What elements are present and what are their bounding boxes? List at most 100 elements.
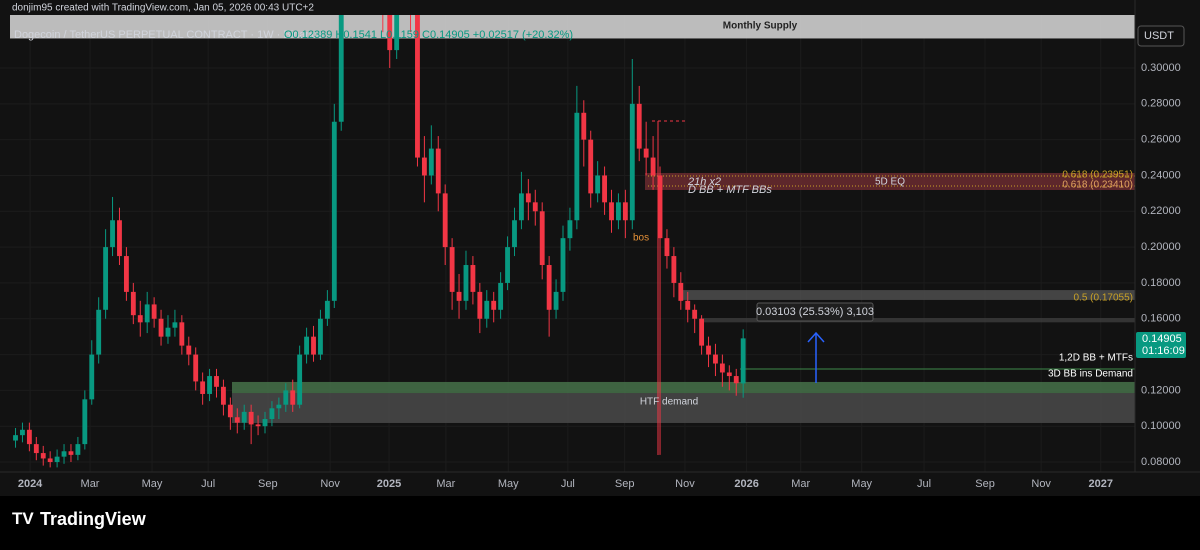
last-price-box bbox=[1136, 332, 1186, 358]
x-tick-label: Nov bbox=[675, 478, 695, 490]
fib-label: 0.618 (0.23951) bbox=[1062, 170, 1133, 181]
candle-body bbox=[40, 453, 46, 459]
candle-body bbox=[110, 220, 115, 248]
candle-body bbox=[331, 121, 337, 301]
candle-body bbox=[151, 304, 157, 319]
y-tick-label: 0.12000 bbox=[1141, 384, 1181, 396]
candle-body bbox=[324, 300, 330, 319]
x-tick-label: Sep bbox=[615, 478, 635, 490]
annotation: 3D BB ins Demand bbox=[1048, 369, 1133, 380]
candle-body bbox=[318, 318, 323, 355]
candle-body bbox=[130, 291, 136, 316]
candle-body bbox=[740, 338, 746, 384]
candle-body bbox=[678, 282, 684, 301]
candle-body bbox=[616, 202, 621, 221]
x-tick-label: May bbox=[851, 478, 872, 490]
candle-body bbox=[172, 322, 178, 328]
countdown: 01:16:09 bbox=[1142, 345, 1185, 357]
candle-body bbox=[505, 247, 510, 283]
currency[interactable]: USDT bbox=[1144, 30, 1174, 42]
y-tick-label: 0.18000 bbox=[1141, 277, 1181, 289]
x-tick-label: 2026 bbox=[734, 478, 758, 490]
candle-body bbox=[54, 456, 60, 463]
candle-body bbox=[421, 157, 427, 176]
x-tick-label: Jul bbox=[917, 478, 931, 490]
candle-body bbox=[609, 202, 614, 221]
candle-body bbox=[193, 354, 199, 382]
fib-label: 0.618 (0.23410) bbox=[1062, 180, 1133, 191]
candle-body bbox=[144, 304, 150, 323]
annotation: bos bbox=[633, 233, 649, 244]
candle-body bbox=[82, 399, 88, 445]
y-tick-label: 0.10000 bbox=[1141, 420, 1181, 432]
candle-body bbox=[643, 148, 649, 158]
measure-arrow-head bbox=[807, 331, 825, 343]
candle-body bbox=[719, 363, 725, 373]
zone-label: 0.5 (0.17055) bbox=[1074, 293, 1134, 304]
y-tick-label: 0.26000 bbox=[1141, 134, 1181, 146]
candle-body bbox=[20, 429, 25, 436]
candle-body bbox=[650, 157, 656, 176]
candle-body bbox=[33, 444, 39, 454]
candle-body bbox=[68, 451, 74, 455]
candle-body bbox=[262, 419, 268, 427]
candle-body bbox=[103, 247, 109, 310]
candle-body bbox=[297, 354, 303, 405]
candle-body bbox=[553, 291, 559, 310]
price-axis bbox=[1135, 0, 1200, 496]
candle-body bbox=[560, 238, 566, 292]
candle-body bbox=[248, 411, 254, 425]
candle-body bbox=[47, 458, 53, 463]
brand-logo: TV bbox=[12, 509, 34, 528]
candle-body bbox=[602, 175, 608, 203]
annotation: 1,2D BB + MTFs bbox=[1059, 353, 1133, 364]
candle-body bbox=[179, 322, 185, 346]
candle-body bbox=[165, 327, 171, 337]
candle-body bbox=[290, 390, 296, 405]
candle-body bbox=[207, 376, 212, 394]
candle-body bbox=[269, 408, 275, 420]
candle-body bbox=[726, 372, 732, 377]
candle-body bbox=[699, 318, 705, 346]
x-tick-label: Mar bbox=[436, 478, 455, 490]
currency-box[interactable] bbox=[1137, 25, 1185, 47]
candle-body bbox=[518, 193, 524, 221]
candle-body bbox=[387, 15, 393, 51]
ohlc: O0.12389 H0.1541 L0.1159 C0.14905 +0.025… bbox=[284, 29, 573, 41]
candle-body bbox=[456, 291, 462, 301]
zone-label: HTF demand bbox=[640, 397, 698, 408]
candle-body bbox=[588, 139, 594, 194]
x-tick-label: Mar bbox=[81, 478, 100, 490]
zone bbox=[10, 15, 1135, 39]
candle-body bbox=[338, 15, 344, 122]
candle-body bbox=[622, 202, 628, 221]
candle-body bbox=[276, 404, 282, 409]
candle-body bbox=[158, 318, 164, 337]
candle-body bbox=[435, 148, 441, 194]
candle-body bbox=[491, 300, 497, 310]
candle-body bbox=[214, 376, 219, 387]
candle-body bbox=[394, 15, 400, 51]
zone bbox=[700, 318, 1135, 323]
candle-body bbox=[311, 336, 316, 355]
candle-body bbox=[26, 429, 32, 445]
x-tick-label: Jul bbox=[561, 478, 575, 490]
x-tick-label: Nov bbox=[320, 478, 340, 490]
candle-body bbox=[117, 220, 122, 257]
last-price: 0.14905 bbox=[1142, 333, 1182, 345]
x-axis: 2024 Mar May Jul Sep Nov 2025 Mar May Jul Sep Nov 20… bbox=[18, 478, 1113, 490]
annotation: 21h x2 bbox=[687, 176, 721, 188]
x-tick-label: Jul bbox=[201, 478, 215, 490]
candle-body bbox=[255, 424, 261, 427]
x-tick-label: Sep bbox=[258, 478, 278, 490]
candle-body bbox=[13, 435, 18, 441]
candle-body bbox=[532, 202, 538, 212]
y-tick-label: 0.22000 bbox=[1141, 205, 1181, 217]
candle-body bbox=[671, 256, 677, 283]
candle-body bbox=[685, 300, 691, 310]
candle-body bbox=[428, 148, 434, 176]
candle-body bbox=[304, 336, 310, 355]
candle-body bbox=[283, 390, 289, 405]
x-tick-label: 2027 bbox=[1089, 478, 1113, 490]
